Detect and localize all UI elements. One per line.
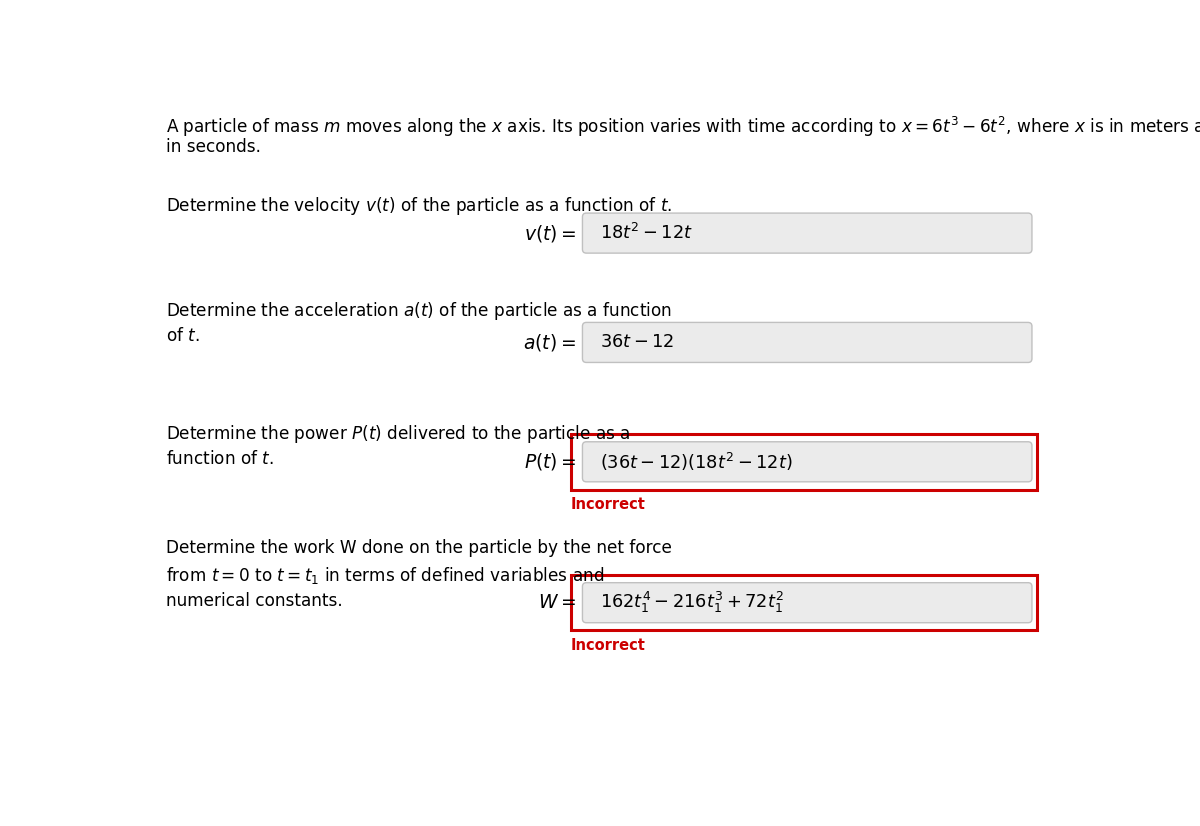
Text: Incorrect: Incorrect	[571, 497, 646, 512]
Text: Determine the power $P(t)$ delivered to the particle as a: Determine the power $P(t)$ delivered to …	[166, 423, 630, 445]
Text: function of $t$.: function of $t$.	[166, 450, 274, 468]
FancyBboxPatch shape	[582, 442, 1032, 482]
Text: $(36t - 12)\left(18t^2 - 12t\right)$: $(36t - 12)\left(18t^2 - 12t\right)$	[600, 451, 793, 472]
Text: $P(t) =$: $P(t) =$	[523, 451, 576, 472]
Text: numerical constants.: numerical constants.	[166, 592, 342, 610]
Text: $W =$: $W =$	[539, 593, 576, 612]
Text: $36t - 12$: $36t - 12$	[600, 334, 674, 351]
Text: $18t^2 - 12t$: $18t^2 - 12t$	[600, 223, 694, 243]
Text: Determine the work W done on the particle by the net force: Determine the work W done on the particl…	[166, 539, 671, 557]
FancyBboxPatch shape	[582, 582, 1032, 623]
Text: in seconds.: in seconds.	[166, 139, 260, 156]
Text: Incorrect: Incorrect	[571, 638, 646, 653]
Text: $v(t) =$: $v(t) =$	[523, 222, 576, 244]
Text: Determine the acceleration $a(t)$ of the particle as a function: Determine the acceleration $a(t)$ of the…	[166, 300, 672, 322]
Text: Determine the velocity $v(t)$ of the particle as a function of $t$.: Determine the velocity $v(t)$ of the par…	[166, 195, 672, 216]
Text: of $t$.: of $t$.	[166, 326, 199, 344]
Text: from $t = 0$ to $t = t_1$ in terms of defined variables and: from $t = 0$ to $t = t_1$ in terms of de…	[166, 565, 604, 586]
FancyBboxPatch shape	[582, 322, 1032, 363]
FancyBboxPatch shape	[582, 213, 1032, 253]
Text: $162t_1^4 - 216t_1^3 + 72t_1^2$: $162t_1^4 - 216t_1^3 + 72t_1^2$	[600, 590, 785, 615]
Text: $a(t) =$: $a(t) =$	[523, 332, 576, 353]
Text: A particle of mass $m$ moves along the $x$ axis. Its position varies with time a: A particle of mass $m$ moves along the $…	[166, 116, 1200, 140]
